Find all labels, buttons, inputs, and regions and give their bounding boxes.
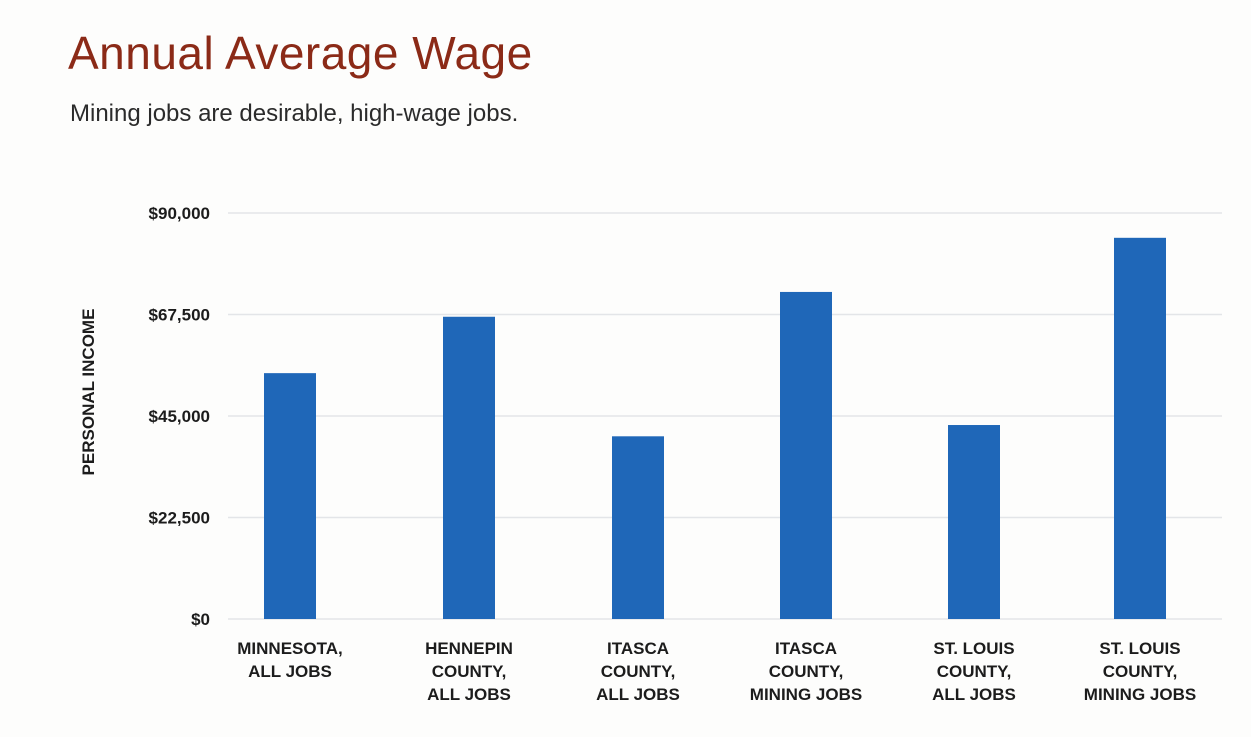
x-category-label: ITASCA COUNTY, MINING JOBS <box>750 639 862 704</box>
y-tick-label: $22,500 <box>149 509 210 528</box>
y-tick-label: $67,500 <box>149 306 210 325</box>
chart-subtitle: Mining jobs are desirable, high-wage job… <box>70 100 519 127</box>
x-category-label: ST. LOUIS COUNTY, ALL JOBS <box>932 639 1016 704</box>
bar <box>1114 237 1166 620</box>
x-category-label: ST. LOUIS COUNTY, MINING JOBS <box>1084 639 1196 704</box>
y-tick-label: $45,000 <box>149 407 210 426</box>
y-axis-label: PERSONAL INCOME <box>79 309 98 476</box>
grid-lines <box>228 212 1222 620</box>
y-axis-ticks: $0 $22,500 $45,000 $67,500 $90,000 <box>149 204 210 629</box>
bar <box>780 291 832 619</box>
y-tick-label: $0 <box>191 610 210 629</box>
x-category-label: MINNESOTA, ALL JOBS <box>237 639 342 681</box>
bar <box>443 316 495 619</box>
bar <box>612 436 664 619</box>
bar <box>264 373 316 619</box>
chart-title: Annual Average Wage <box>68 27 533 79</box>
x-category-label: ITASCA COUNTY, ALL JOBS <box>596 639 680 704</box>
y-tick-label: $90,000 <box>149 204 210 223</box>
x-category-label: HENNEPIN COUNTY, ALL JOBS <box>425 639 513 704</box>
bar <box>948 425 1000 619</box>
x-axis-categories: MINNESOTA, ALL JOBS HENNEPIN COUNTY, ALL JOB… <box>237 639 1196 704</box>
bars <box>264 237 1166 620</box>
